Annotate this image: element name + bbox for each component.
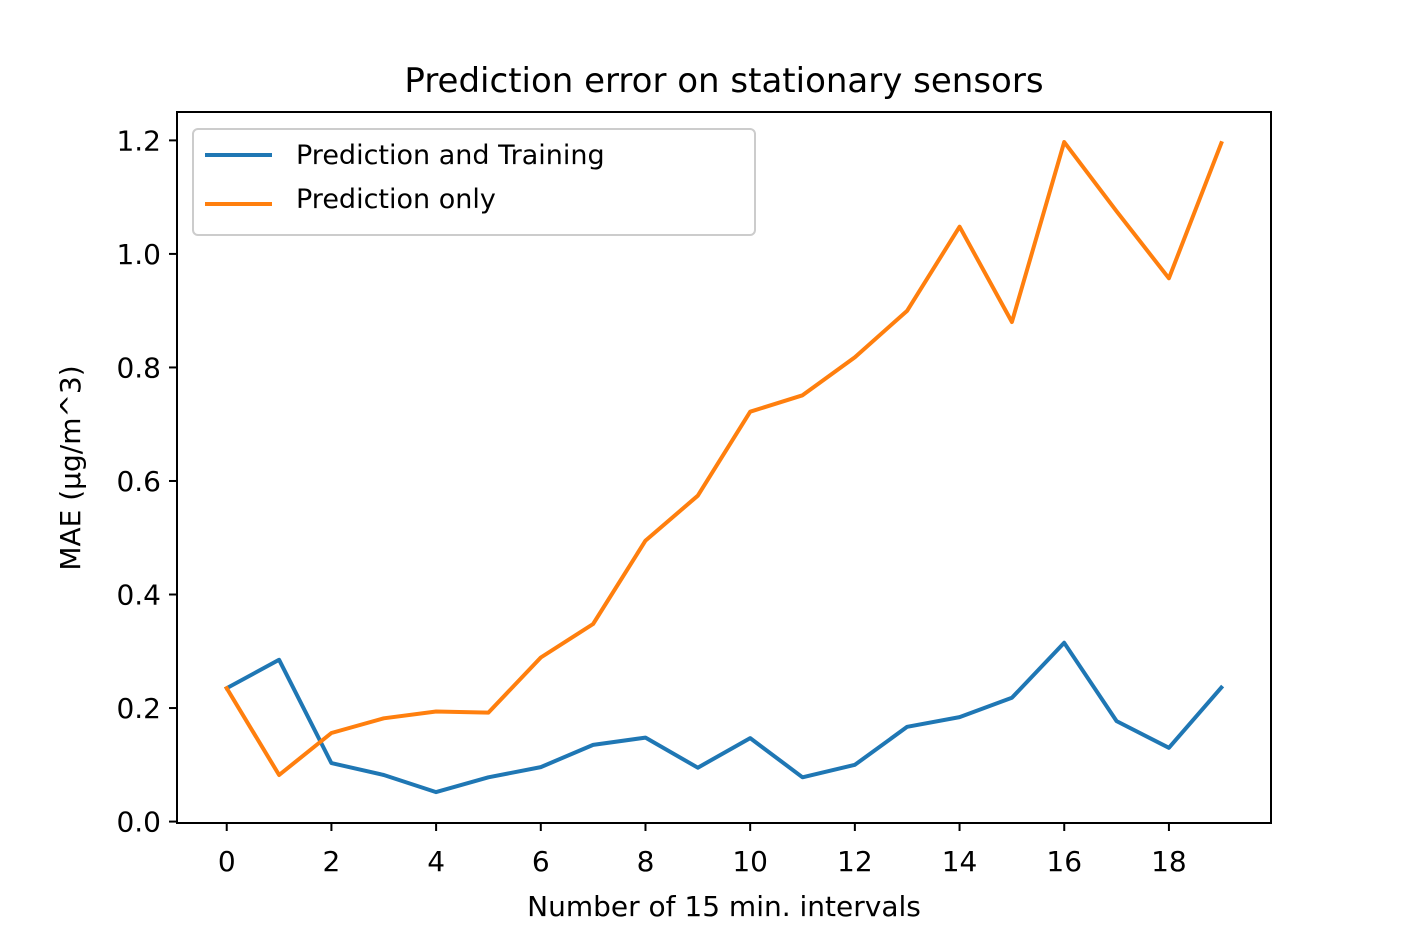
plot-area	[223, 140, 1225, 795]
x-tick-label: 14	[942, 845, 978, 878]
legend-box	[192, 128, 756, 236]
x-axis-label: Number of 15 min. intervals	[527, 890, 921, 923]
x-tick-label: 6	[532, 845, 550, 878]
axes-frame	[176, 111, 1272, 824]
y-axis-ticks: 0.0 0.2 0.4 0.6 0.8 1.0 1.2	[116, 124, 177, 839]
y-tick-label: 0.0	[116, 806, 161, 839]
y-axis-label: MAE (µg/m^3)	[54, 365, 87, 570]
y-tick-label: 0.6	[116, 465, 161, 498]
x-tick-label: 2	[323, 845, 341, 878]
legend: Prediction and Training Prediction only	[192, 128, 756, 236]
legend-label-prediction-only: Prediction only	[296, 184, 496, 215]
x-tick-label: 10	[732, 845, 768, 878]
legend-label-prediction-and-training: Prediction and Training	[296, 140, 605, 171]
y-tick-label: 0.4	[116, 579, 161, 612]
y-tick-label: 0.8	[116, 351, 161, 384]
y-tick-label: 1.2	[116, 124, 161, 157]
series-line-prediction-only	[223, 140, 1224, 777]
y-tick-label: 1.0	[116, 238, 161, 271]
x-axis-ticks: 0 2 4 6 8 10 12 14 16 18	[218, 823, 1187, 878]
x-tick-label: 18	[1151, 845, 1187, 878]
chart-title: Prediction error on stationary sensors	[404, 61, 1043, 101]
y-tick-label: 0.2	[116, 692, 161, 725]
x-tick-label: 12	[837, 845, 873, 878]
x-tick-label: 4	[427, 845, 445, 878]
x-tick-label: 8	[637, 845, 655, 878]
x-tick-label: 16	[1046, 845, 1082, 878]
series-line-prediction-and-training	[223, 640, 1225, 795]
x-tick-label: 0	[218, 845, 236, 878]
